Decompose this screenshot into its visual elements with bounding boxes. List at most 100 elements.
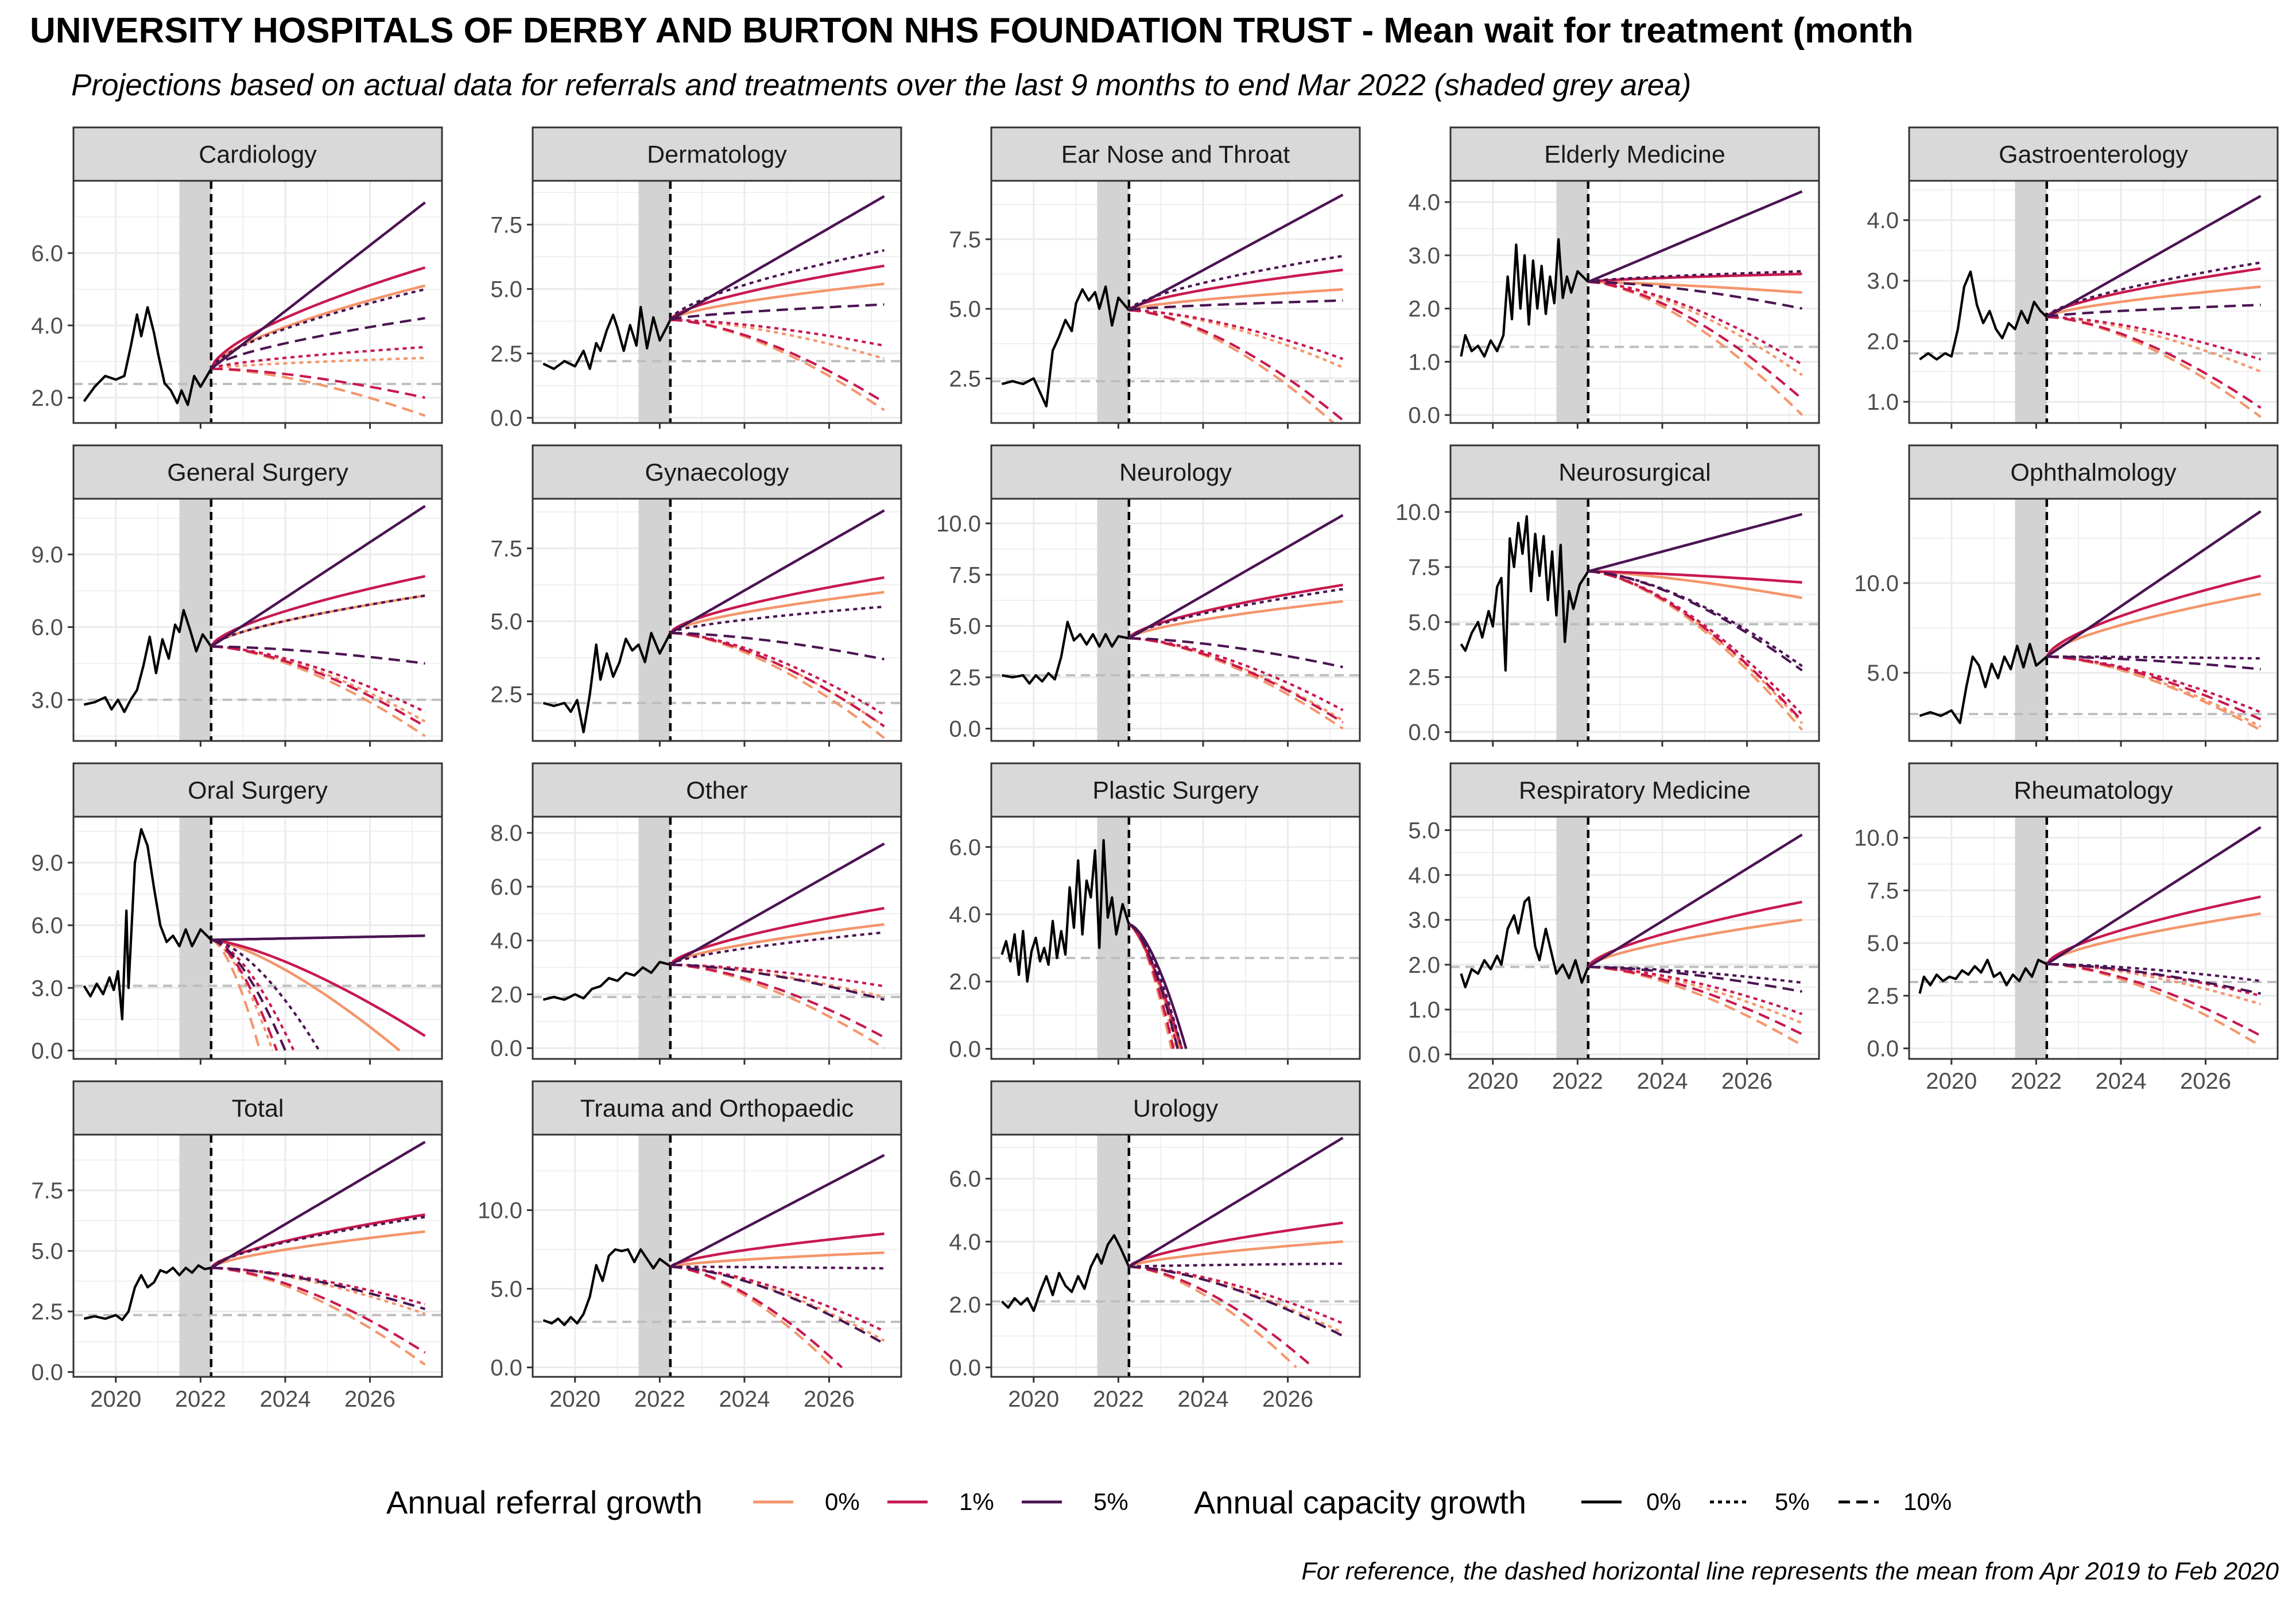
series-r0-capacity-0	[2046, 592, 2261, 658]
shaded-area	[638, 817, 670, 1059]
history-line	[1000, 839, 1130, 983]
y-tick-label: 3.0	[1867, 269, 1899, 294]
series-r0-capacity-0	[211, 938, 401, 1052]
history-line	[542, 631, 672, 733]
series-r1-capacity-0	[210, 1213, 425, 1269]
y-tick-label: 8.0	[490, 821, 522, 846]
history-line	[1460, 515, 1589, 672]
y-tick-label: 2.0	[949, 1292, 981, 1318]
facet-title: Trauma and Orthopaedic	[580, 1095, 854, 1123]
history-line	[1918, 958, 2047, 994]
page-title: UNIVERSITY HOSPITALS OF DERBY AND BURTON…	[30, 11, 1914, 51]
panel-border	[1908, 816, 2279, 1060]
series-r5-capacity-2	[1128, 923, 1179, 1049]
y-tick-label: 6.0	[31, 913, 63, 938]
y-tick-label: 5.0	[490, 610, 522, 635]
y-tick-label: 0.0	[1408, 1042, 1440, 1068]
y-tick-label: 10.0	[1854, 826, 1899, 851]
series-r1-capacity-2	[2046, 316, 2262, 409]
history-line	[1001, 285, 1130, 407]
series-r5-capacity-0	[669, 842, 885, 966]
projection-lines	[1128, 514, 1344, 730]
facet-dermatology: Dermatology 0.0 2.5 5.0 7.5	[490, 126, 902, 431]
facet-title: Elderly Medicine	[1544, 141, 1725, 169]
y-tick-label: 0.0	[1867, 1037, 1899, 1062]
series-r5-capacity-0	[210, 201, 426, 370]
y-tick-label: 0.0	[949, 1037, 981, 1062]
series-r1-capacity-2	[1588, 281, 1803, 400]
series-r5-capacity-0	[1128, 1136, 1344, 1268]
series-r5-capacity-0	[1128, 193, 1344, 312]
y-tick-label: 2.5	[949, 665, 981, 690]
facet-strip	[1449, 762, 1820, 818]
series-r0-capacity-0	[2046, 912, 2261, 965]
history-line	[83, 609, 212, 713]
series-r1-capacity-0	[1587, 900, 1802, 968]
projection-lines	[211, 934, 426, 1052]
series-r1-capacity-0	[211, 938, 426, 1037]
series-r5-capacity-2	[211, 1267, 426, 1310]
series-r5-capacity-1	[211, 938, 320, 1051]
projection-lines	[2046, 195, 2262, 418]
facet-gastroenterology: Gastroenterology 1.0 2.0 3.0 4.0	[1867, 126, 2279, 429]
y-tick-label: 3.0	[1408, 243, 1440, 269]
y-tick-label: 2.5	[490, 682, 522, 708]
panel-border	[72, 1134, 443, 1378]
shaded-area	[1556, 499, 1588, 741]
series-r1-capacity-2	[670, 631, 885, 728]
facet-urology: Urology 0.0 2.0 4.0 6.0 2020 2022 2024 2026	[949, 1080, 1361, 1412]
series-r1-capacity-2	[1128, 1266, 1314, 1369]
shaded-area	[638, 499, 670, 741]
series-r1-capacity-0	[2046, 895, 2261, 965]
y-tick-label: 6.0	[949, 835, 981, 860]
panel-background	[991, 1135, 1360, 1377]
series-r0-capacity-0	[1128, 1240, 1343, 1268]
series-r5-capacity-2	[2046, 962, 2261, 995]
x-tick-label: 2024	[1636, 1069, 1688, 1094]
series-r5-capacity-1	[210, 594, 425, 647]
series-r1-capacity-2	[670, 319, 885, 403]
history-line	[1002, 620, 1130, 685]
facet-elderly-medicine: Elderly Medicine 0.0 1.0 2.0 3.0 4.0	[1408, 126, 1820, 429]
panel-border	[532, 498, 902, 742]
projection-lines	[1587, 190, 1803, 416]
y-tick-label: 2.0	[949, 969, 981, 995]
series-r0-capacity-2	[211, 938, 261, 1051]
facet-title: Neurology	[1119, 459, 1232, 487]
series-r0-capacity-0	[210, 284, 426, 370]
series-r5-capacity-0	[211, 934, 425, 941]
shaded-area	[1556, 181, 1588, 423]
facet-strip	[990, 1080, 1361, 1136]
series-r5-capacity-2	[210, 317, 425, 370]
x-tick-label: 2024	[2095, 1069, 2146, 1094]
panel-border	[532, 180, 902, 424]
y-tick-label: 7.5	[1867, 878, 1899, 903]
series-r1-capacity-1	[1588, 570, 1804, 716]
y-tick-label: 2.5	[1408, 665, 1440, 690]
projection-lines	[669, 195, 885, 412]
y-tick-label: 7.5	[490, 212, 522, 238]
y-tick-label: 1.0	[1408, 997, 1440, 1023]
facet-rheumatology: Rheumatology 0.0 2.5 5.0 7.5 10.0 2020 2022 2024…	[1854, 762, 2279, 1094]
facet-title: General Surgery	[167, 459, 348, 487]
y-tick-label: 7.5	[949, 227, 981, 253]
y-tick-label: 0.0	[31, 1360, 63, 1385]
series-r5-capacity-2	[670, 631, 885, 661]
y-tick-label: 5.0	[949, 614, 981, 639]
panel-border	[72, 498, 443, 742]
series-r1-capacity-2	[1128, 637, 1344, 724]
series-r5-capacity-2	[2046, 655, 2261, 671]
facet-title: Cardiology	[199, 141, 317, 169]
y-tick-label: 7.5	[490, 536, 522, 561]
series-r5-capacity-0	[1587, 833, 1803, 968]
y-tick-label: 1.0	[1408, 350, 1440, 375]
series-r5-capacity-2	[1128, 299, 1343, 312]
series-r1-capacity-2	[2046, 962, 2262, 1037]
facet-title: Gynaecology	[645, 459, 789, 487]
y-tick-label: 3.0	[31, 976, 63, 1001]
x-tick-label: 2024	[719, 1387, 770, 1412]
facet-title: Respiratory Medicine	[1519, 777, 1751, 805]
y-tick-label: 0.0	[949, 717, 981, 742]
y-tick-label: 9.0	[31, 851, 63, 876]
y-tick-label: 5.0	[1408, 818, 1440, 843]
